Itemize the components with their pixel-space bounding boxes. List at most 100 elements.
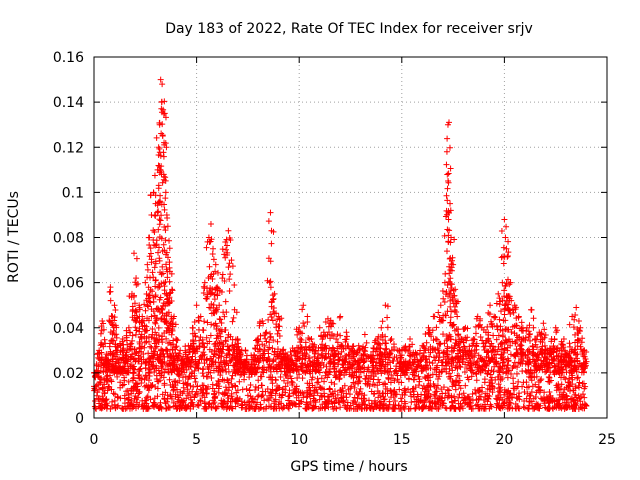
- y-tick-label: 0.1: [62, 185, 84, 201]
- data-point: [103, 375, 110, 382]
- data-point: [184, 361, 191, 368]
- data-point: [162, 318, 169, 325]
- data-point: [196, 343, 203, 350]
- data-point: [304, 401, 311, 408]
- data-point: [238, 347, 245, 354]
- data-point: [472, 350, 479, 357]
- data-point: [518, 346, 525, 353]
- data-point: [384, 314, 391, 321]
- data-point: [320, 329, 327, 336]
- data-point: [390, 405, 397, 412]
- data-point: [315, 379, 322, 386]
- data-point: [144, 384, 151, 391]
- data-point: [467, 367, 474, 374]
- data-point: [528, 398, 535, 405]
- data-point: [542, 404, 549, 411]
- data-point: [161, 201, 168, 208]
- data-point: [568, 374, 575, 381]
- data-point: [157, 192, 164, 199]
- data-point: [329, 320, 336, 327]
- data-point: [213, 335, 220, 342]
- data-point: [217, 333, 224, 340]
- data-point: [337, 313, 344, 320]
- data-point: [197, 398, 204, 405]
- data-point: [205, 401, 212, 408]
- x-axis-label: GPS time / hours: [290, 459, 407, 475]
- data-point: [404, 361, 411, 368]
- data-point: [520, 403, 527, 410]
- data-point: [407, 336, 414, 343]
- data-point: [232, 369, 239, 376]
- data-point: [343, 329, 350, 336]
- data-point: [562, 348, 569, 355]
- data-point: [215, 389, 222, 396]
- data-point: [222, 360, 229, 367]
- data-point: [299, 306, 306, 313]
- data-point: [209, 275, 216, 282]
- data-point: [496, 316, 503, 323]
- data-point: [547, 392, 554, 399]
- data-point: [298, 336, 305, 343]
- data-point: [534, 351, 541, 358]
- data-point: [577, 324, 584, 331]
- data-point: [335, 351, 342, 358]
- y-tick-label: 0: [75, 411, 84, 427]
- data-point: [111, 397, 118, 404]
- data-point: [484, 323, 491, 330]
- data-point: [413, 368, 420, 375]
- data-point: [533, 373, 540, 380]
- data-point: [499, 375, 506, 382]
- data-point: [327, 353, 334, 360]
- data-points: [91, 76, 590, 412]
- data-point: [510, 309, 517, 316]
- data-point: [279, 386, 286, 393]
- data-point: [130, 384, 137, 391]
- data-point: [274, 338, 281, 345]
- data-point: [571, 363, 578, 370]
- data-point: [337, 332, 344, 339]
- data-point: [191, 319, 198, 326]
- data-point: [455, 340, 462, 347]
- data-point: [270, 304, 277, 311]
- data-point: [163, 335, 170, 342]
- data-point: [506, 405, 513, 412]
- data-point: [484, 348, 491, 355]
- data-point: [501, 345, 508, 352]
- data-point: [201, 344, 208, 351]
- data-point: [417, 358, 424, 365]
- data-point: [461, 326, 468, 333]
- data-point: [379, 318, 386, 325]
- data-point: [561, 386, 568, 393]
- data-point: [292, 401, 299, 408]
- data-point: [382, 385, 389, 392]
- data-point: [180, 400, 187, 407]
- data-point: [131, 300, 138, 307]
- data-point: [144, 261, 151, 268]
- data-point: [361, 347, 368, 354]
- data-point: [469, 397, 476, 404]
- data-point: [321, 390, 328, 397]
- data-point: [434, 362, 441, 369]
- data-point: [472, 361, 479, 368]
- data-point: [326, 385, 333, 392]
- data-point: [144, 327, 151, 334]
- data-point: [418, 405, 425, 412]
- data-point: [348, 364, 355, 371]
- data-point: [145, 333, 152, 340]
- data-point: [569, 313, 576, 320]
- data-point: [205, 234, 212, 241]
- data-point: [206, 239, 213, 246]
- data-point: [298, 398, 305, 405]
- data-point: [460, 390, 467, 397]
- data-point: [226, 276, 233, 283]
- data-point: [445, 170, 452, 177]
- data-point: [576, 379, 583, 386]
- data-point: [129, 377, 136, 384]
- data-point: [225, 395, 232, 402]
- data-point: [402, 400, 409, 407]
- data-point: [447, 165, 454, 172]
- data-point: [264, 386, 271, 393]
- data-point: [493, 336, 500, 343]
- data-point: [393, 368, 400, 375]
- data-point: [149, 363, 156, 370]
